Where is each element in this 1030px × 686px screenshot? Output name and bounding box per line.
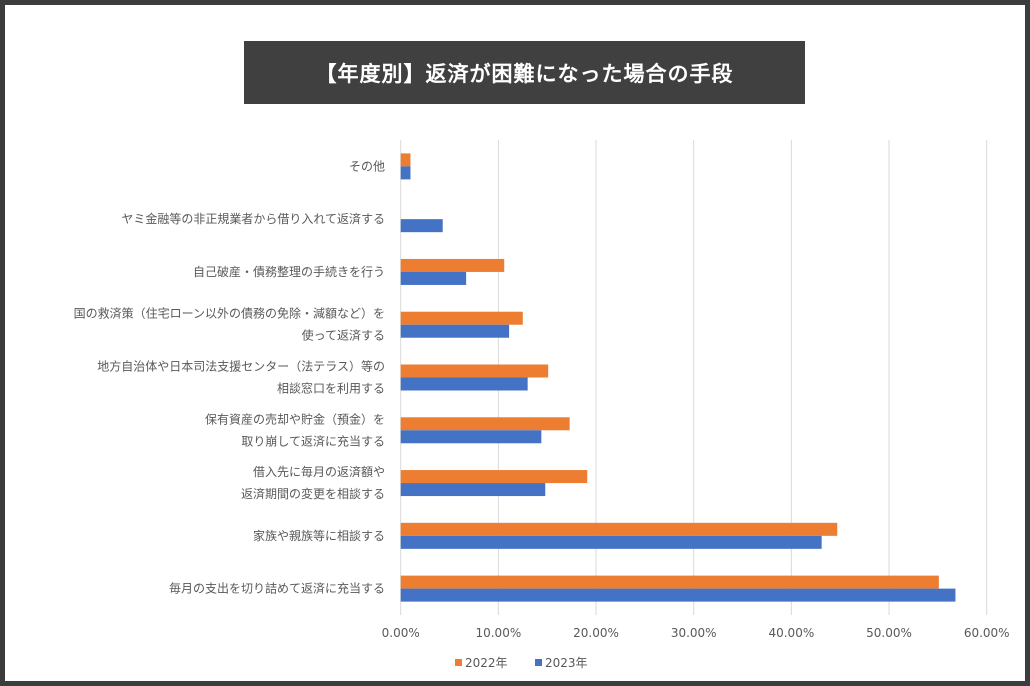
bar-2023年 bbox=[400, 166, 411, 180]
bar-2023年 bbox=[400, 271, 467, 285]
bar-2022年 bbox=[400, 153, 411, 167]
category-label: 返済期間の変更を相談する bbox=[241, 486, 385, 501]
bar-2023年 bbox=[400, 219, 443, 233]
category-label: 取り崩して返済に充当する bbox=[241, 433, 385, 448]
category-label: 保有資産の売却や貯金（預金）を bbox=[205, 411, 385, 426]
x-tick-label: 10.00% bbox=[475, 626, 521, 640]
bar-2023年 bbox=[400, 324, 510, 338]
category-label: ヤミ金融等の非正規業者から借り入れて返済する bbox=[121, 211, 385, 226]
category-label: 地方自治体や日本司法支援センター（法テラス）等の bbox=[97, 359, 385, 374]
x-tick-label: 20.00% bbox=[573, 626, 619, 640]
category-label: 家族や親族等に相談する bbox=[253, 528, 385, 543]
bar-2023年 bbox=[400, 430, 542, 444]
x-tick-label: 60.00% bbox=[964, 626, 1010, 640]
bar-2022年 bbox=[400, 522, 838, 536]
bar-2022年 bbox=[400, 311, 523, 325]
category-label: 自己破産・債務整理の手続きを行う bbox=[193, 264, 385, 279]
chart-title: 【年度別】返済が困難になった場合の手段 bbox=[244, 41, 805, 104]
bar-2022年 bbox=[400, 470, 588, 484]
category-label: 借入先に毎月の返済額や bbox=[253, 464, 385, 479]
legend-label: 2022年 bbox=[465, 656, 508, 670]
category-label: 国の救済策（住宅ローン以外の債務の免除・減額など）を bbox=[74, 306, 385, 321]
legend-label: 2023年 bbox=[545, 656, 588, 670]
bar-2022年 bbox=[400, 258, 505, 272]
x-tick-label: 50.00% bbox=[866, 626, 912, 640]
x-tick-label: 30.00% bbox=[671, 626, 717, 640]
category-label: 相談窓口を利用する bbox=[277, 381, 385, 396]
bar-2023年 bbox=[400, 588, 956, 602]
category-label: 毎月の支出を切り詰めて返済に充当する bbox=[169, 581, 385, 596]
category-label: 使って返済する bbox=[302, 328, 385, 343]
x-tick-label: 0.00% bbox=[382, 626, 420, 640]
legend-swatch bbox=[455, 659, 462, 666]
chart-frame bbox=[5, 5, 1025, 681]
x-tick-label: 40.00% bbox=[768, 626, 814, 640]
category-label: その他 bbox=[349, 159, 385, 173]
legend-swatch bbox=[535, 659, 542, 666]
bar-2022年 bbox=[400, 364, 549, 378]
bar-2022年 bbox=[400, 417, 570, 431]
bar-2023年 bbox=[400, 377, 528, 391]
bar-2023年 bbox=[400, 483, 546, 497]
bar-2022年 bbox=[400, 575, 939, 589]
bar-2023年 bbox=[400, 535, 822, 549]
